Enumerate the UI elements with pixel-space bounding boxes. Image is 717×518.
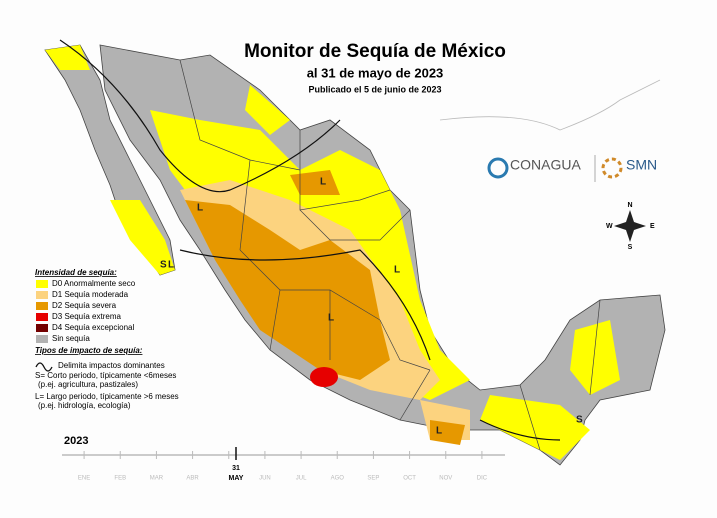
legend-swatch: [36, 291, 48, 299]
coastline: [439, 79, 661, 131]
impact-text: L= Largo periodo, típicamente >6 meses: [35, 392, 179, 401]
legend: Intensidad de sequía: D0 Anormalmente se…: [35, 268, 136, 343]
drought-area: [430, 420, 465, 445]
impact-text: S= Corto periodo, típicamente <6meses: [35, 371, 176, 380]
legend-label: D2 Sequía severa: [52, 301, 117, 310]
drought-area: [570, 320, 620, 395]
legend-label: Sin sequía: [52, 334, 90, 343]
impact-label: S: [160, 260, 167, 271]
legend-label: D3 Sequía extrema: [52, 312, 121, 321]
impact-boundary: [59, 39, 561, 441]
drought-area: [45, 45, 90, 70]
compass-s: S: [628, 244, 633, 251]
impact-label: L: [328, 313, 334, 324]
timeline-month-label: DIC: [477, 476, 488, 482]
timeline-year: 2023: [64, 435, 88, 447]
legend-label: D1 Sequía moderada: [52, 290, 129, 299]
legend-label: D0 Anormalmente seco: [52, 279, 136, 288]
legend-swatch: [36, 335, 48, 343]
impact-label: L: [394, 265, 400, 276]
impact-title: Tipos de impacto de sequía:: [35, 346, 143, 355]
drought-area: [480, 395, 590, 460]
impact-label: L: [197, 203, 203, 214]
state-borders: [179, 59, 601, 451]
timeline: 2023 31 MAY ENE FEB MAR ABR JUN JUL AGO SEP OCT N…: [62, 435, 505, 482]
legend-swatch: [36, 280, 48, 288]
legend-swatch: [36, 302, 48, 310]
compass-rose: [614, 210, 646, 242]
timeline-month-label: OCT: [403, 476, 416, 482]
impact-label: L: [168, 260, 174, 271]
timeline-month: MAY: [229, 475, 244, 482]
impact-text: (p.ej. agricultura, pastizales): [38, 380, 138, 389]
timeline-month-label: MAR: [150, 476, 164, 482]
timeline-month-label: JUN: [259, 476, 271, 482]
smn-icon: [601, 157, 623, 179]
timeline-month-label: ENE: [78, 476, 90, 482]
timeline-month-label: ABR: [186, 476, 199, 482]
drought-area: [310, 367, 338, 387]
timeline-month-label: AGO: [331, 476, 345, 482]
drought-area: [110, 200, 175, 275]
drought-area: [290, 170, 340, 195]
impact-text: Delimita impactos dominantes: [58, 361, 165, 370]
legend-swatch: [36, 313, 48, 321]
compass-w: W: [606, 223, 613, 230]
compass-e: E: [650, 223, 655, 230]
published: Publicado el 5 de junio de 2023: [308, 84, 441, 94]
impact-label: L: [436, 426, 442, 437]
impact-legend: Tipos de impacto de sequía: Delimita imp…: [35, 346, 179, 410]
impact-text: (p.ej. hidrología, ecología): [38, 401, 131, 410]
conagua-logo: CONAGUA: [510, 157, 581, 173]
conagua-icon: [487, 157, 509, 179]
timeline-day: 31: [232, 465, 240, 472]
impact-line-symbol: [35, 362, 53, 372]
timeline-month-label: JUL: [296, 476, 307, 482]
timeline-month-label: SEP: [367, 476, 379, 482]
timeline-month-label: FEB: [114, 476, 126, 482]
smn-logo: SMN: [626, 157, 657, 173]
drought-area: [245, 85, 290, 135]
legend-label: D4 Sequía excepcional: [52, 323, 135, 332]
subtitle: al 31 de mayo de 2023: [307, 65, 444, 80]
legend-title: Intensidad de sequía:: [35, 268, 117, 277]
timeline-month-label: NOV: [439, 476, 452, 482]
legend-swatch: [36, 324, 48, 332]
impact-label: S: [576, 415, 583, 426]
compass-n: N: [627, 202, 632, 209]
impact-label: L: [320, 177, 326, 188]
title: Monitor de Sequía de México: [244, 41, 506, 62]
